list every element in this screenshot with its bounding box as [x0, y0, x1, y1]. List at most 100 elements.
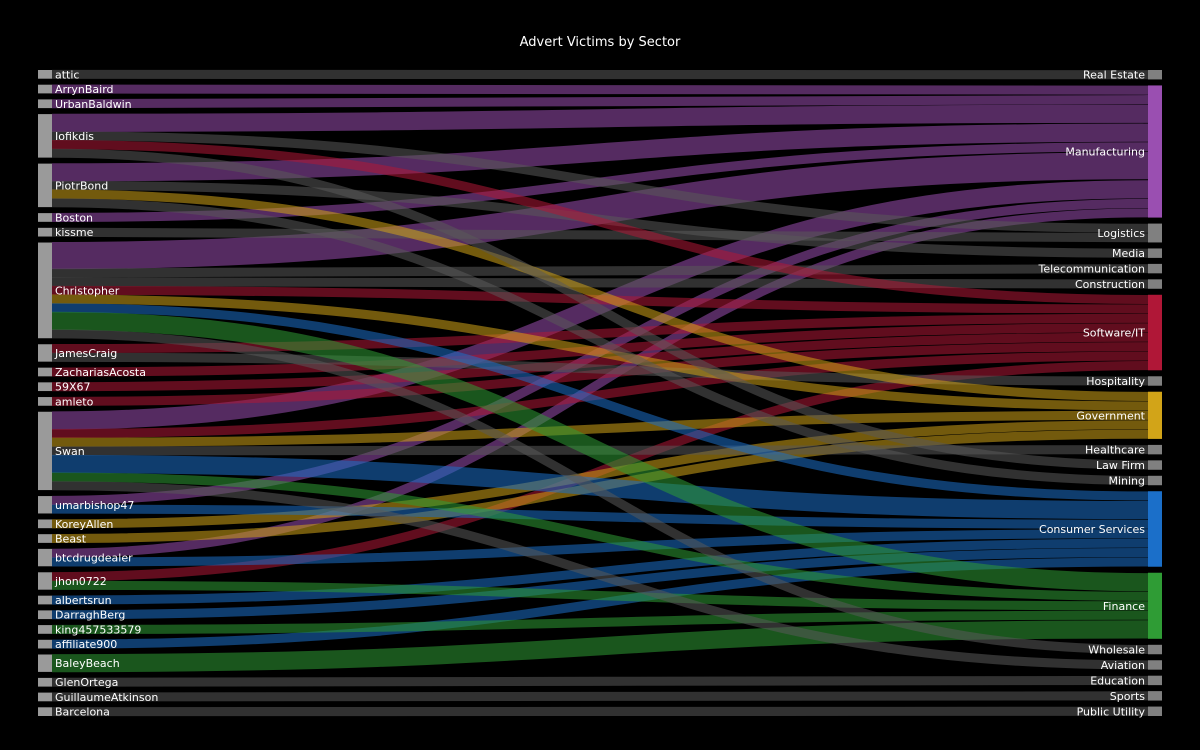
chart-title: Advert Victims by Sector	[520, 35, 681, 50]
source-node-label: affiliate900	[55, 638, 117, 651]
source-node-label: GlenOrtega	[55, 676, 118, 689]
sankey-link	[51, 227, 1149, 243]
sankey-link	[51, 548, 1149, 620]
source-node	[38, 382, 52, 392]
source-node	[38, 70, 52, 79]
sankey-link	[51, 264, 1149, 278]
target-node	[1148, 460, 1162, 470]
target-node-label: Real Estate	[1083, 69, 1145, 82]
target-node-label: Finance	[1103, 600, 1145, 613]
target-node	[1148, 572, 1162, 639]
sankey-link	[51, 95, 1149, 109]
source-node-label: DarraghBerg	[55, 609, 125, 622]
target-node-label: Education	[1090, 674, 1145, 687]
target-node-label: Consumer Services	[1039, 523, 1145, 536]
target-node	[1148, 444, 1162, 455]
source-node	[38, 707, 52, 716]
source-node	[38, 114, 52, 158]
source-node-label: JamesCraig	[54, 347, 117, 360]
sankey-link	[51, 610, 1149, 634]
source-node-label: UrbanBaldwin	[55, 98, 132, 111]
source-node-label: PiotrBond	[55, 179, 108, 192]
sankey-link	[51, 342, 1149, 406]
sankey-link	[51, 410, 1149, 447]
target-node	[1148, 248, 1162, 258]
sankey-link	[51, 303, 1149, 501]
source-node	[38, 242, 52, 339]
target-node	[1148, 294, 1162, 371]
source-node-label: Beast	[55, 533, 87, 546]
sankey-link	[51, 691, 1149, 702]
sankey-link	[51, 189, 1149, 401]
source-node	[38, 411, 52, 491]
source-node-label: Iofikdis	[55, 130, 94, 143]
source-node-label: BaleyBeach	[55, 657, 120, 670]
target-node-label: Construction	[1075, 278, 1145, 291]
target-node-label: Government	[1076, 409, 1145, 422]
source-node-label: btcdrugdealer	[55, 552, 133, 565]
sankey-link	[51, 311, 1149, 592]
target-node	[1148, 706, 1162, 716]
source-node-label: Christopher	[55, 284, 120, 297]
source-node	[38, 692, 52, 702]
source-node-label: umarbishop47	[55, 499, 134, 512]
target-node	[1148, 691, 1162, 701]
sankey-link	[51, 140, 1149, 305]
source-node-label: king457533579	[55, 623, 141, 636]
sankey-link	[51, 313, 1149, 354]
sankey-link	[51, 580, 1149, 611]
target-node-label: Healthcare	[1085, 444, 1145, 457]
source-node	[38, 213, 52, 222]
sankey-link	[51, 529, 1149, 567]
target-node	[1148, 70, 1162, 80]
source-node-label: attic	[55, 68, 79, 81]
source-node	[38, 548, 52, 567]
source-node-label: kissme	[55, 226, 94, 239]
source-node	[38, 677, 52, 687]
source-node-label: amleto	[55, 395, 94, 408]
source-node-label: jhon0722	[54, 575, 107, 588]
source-node	[38, 397, 52, 406]
sankey-link	[51, 131, 1149, 233]
target-node	[1148, 391, 1162, 439]
sankey-link	[51, 294, 1149, 411]
source-node	[38, 654, 52, 672]
source-node-label: GuillaumeAtkinson	[55, 691, 158, 704]
source-node	[38, 519, 52, 529]
target-node	[1148, 376, 1162, 386]
source-node-label: Barcelona	[55, 706, 110, 719]
sankey-link	[51, 504, 1149, 529]
source-node	[38, 610, 52, 620]
sankey-link	[51, 351, 1149, 439]
target-node	[1148, 491, 1162, 567]
target-node-label: Law Firm	[1096, 459, 1145, 472]
sankey-link	[51, 420, 1149, 529]
source-node-label: KoreyAllen	[55, 518, 113, 531]
source-node	[38, 534, 52, 543]
sankey-link	[51, 277, 1149, 289]
sankey-link	[51, 104, 1149, 132]
target-node-label: Telecommunication	[1037, 263, 1145, 276]
target-node-label: Sports	[1110, 690, 1146, 703]
sankey-link	[51, 198, 1149, 486]
target-node-label: Mining	[1108, 475, 1145, 488]
target-node-label: Logistics	[1097, 227, 1145, 240]
sankey-link	[51, 84, 1149, 95]
source-node	[38, 625, 52, 634]
sankey-link	[51, 152, 1149, 270]
source-node	[38, 595, 52, 605]
sankey-link	[51, 675, 1149, 687]
source-node	[38, 84, 52, 94]
sankey-link	[51, 332, 1149, 392]
source-node-label: ArrynBaird	[55, 83, 114, 96]
target-node	[1148, 263, 1162, 274]
sankey-link	[51, 481, 1149, 670]
sankey-link	[51, 472, 1149, 601]
source-node-label: 59X67	[55, 381, 91, 394]
target-node-label: Public Utility	[1077, 705, 1146, 718]
target-node-label: Manufacturing	[1065, 146, 1145, 159]
source-node	[38, 227, 52, 237]
target-node-label: Wholesale	[1088, 644, 1145, 657]
target-node	[1148, 475, 1162, 486]
